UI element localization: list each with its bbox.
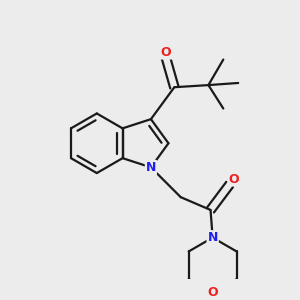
Text: O: O (207, 286, 218, 299)
Text: N: N (146, 161, 156, 174)
Text: N: N (208, 231, 218, 244)
Text: O: O (160, 46, 171, 59)
Text: O: O (229, 172, 239, 186)
